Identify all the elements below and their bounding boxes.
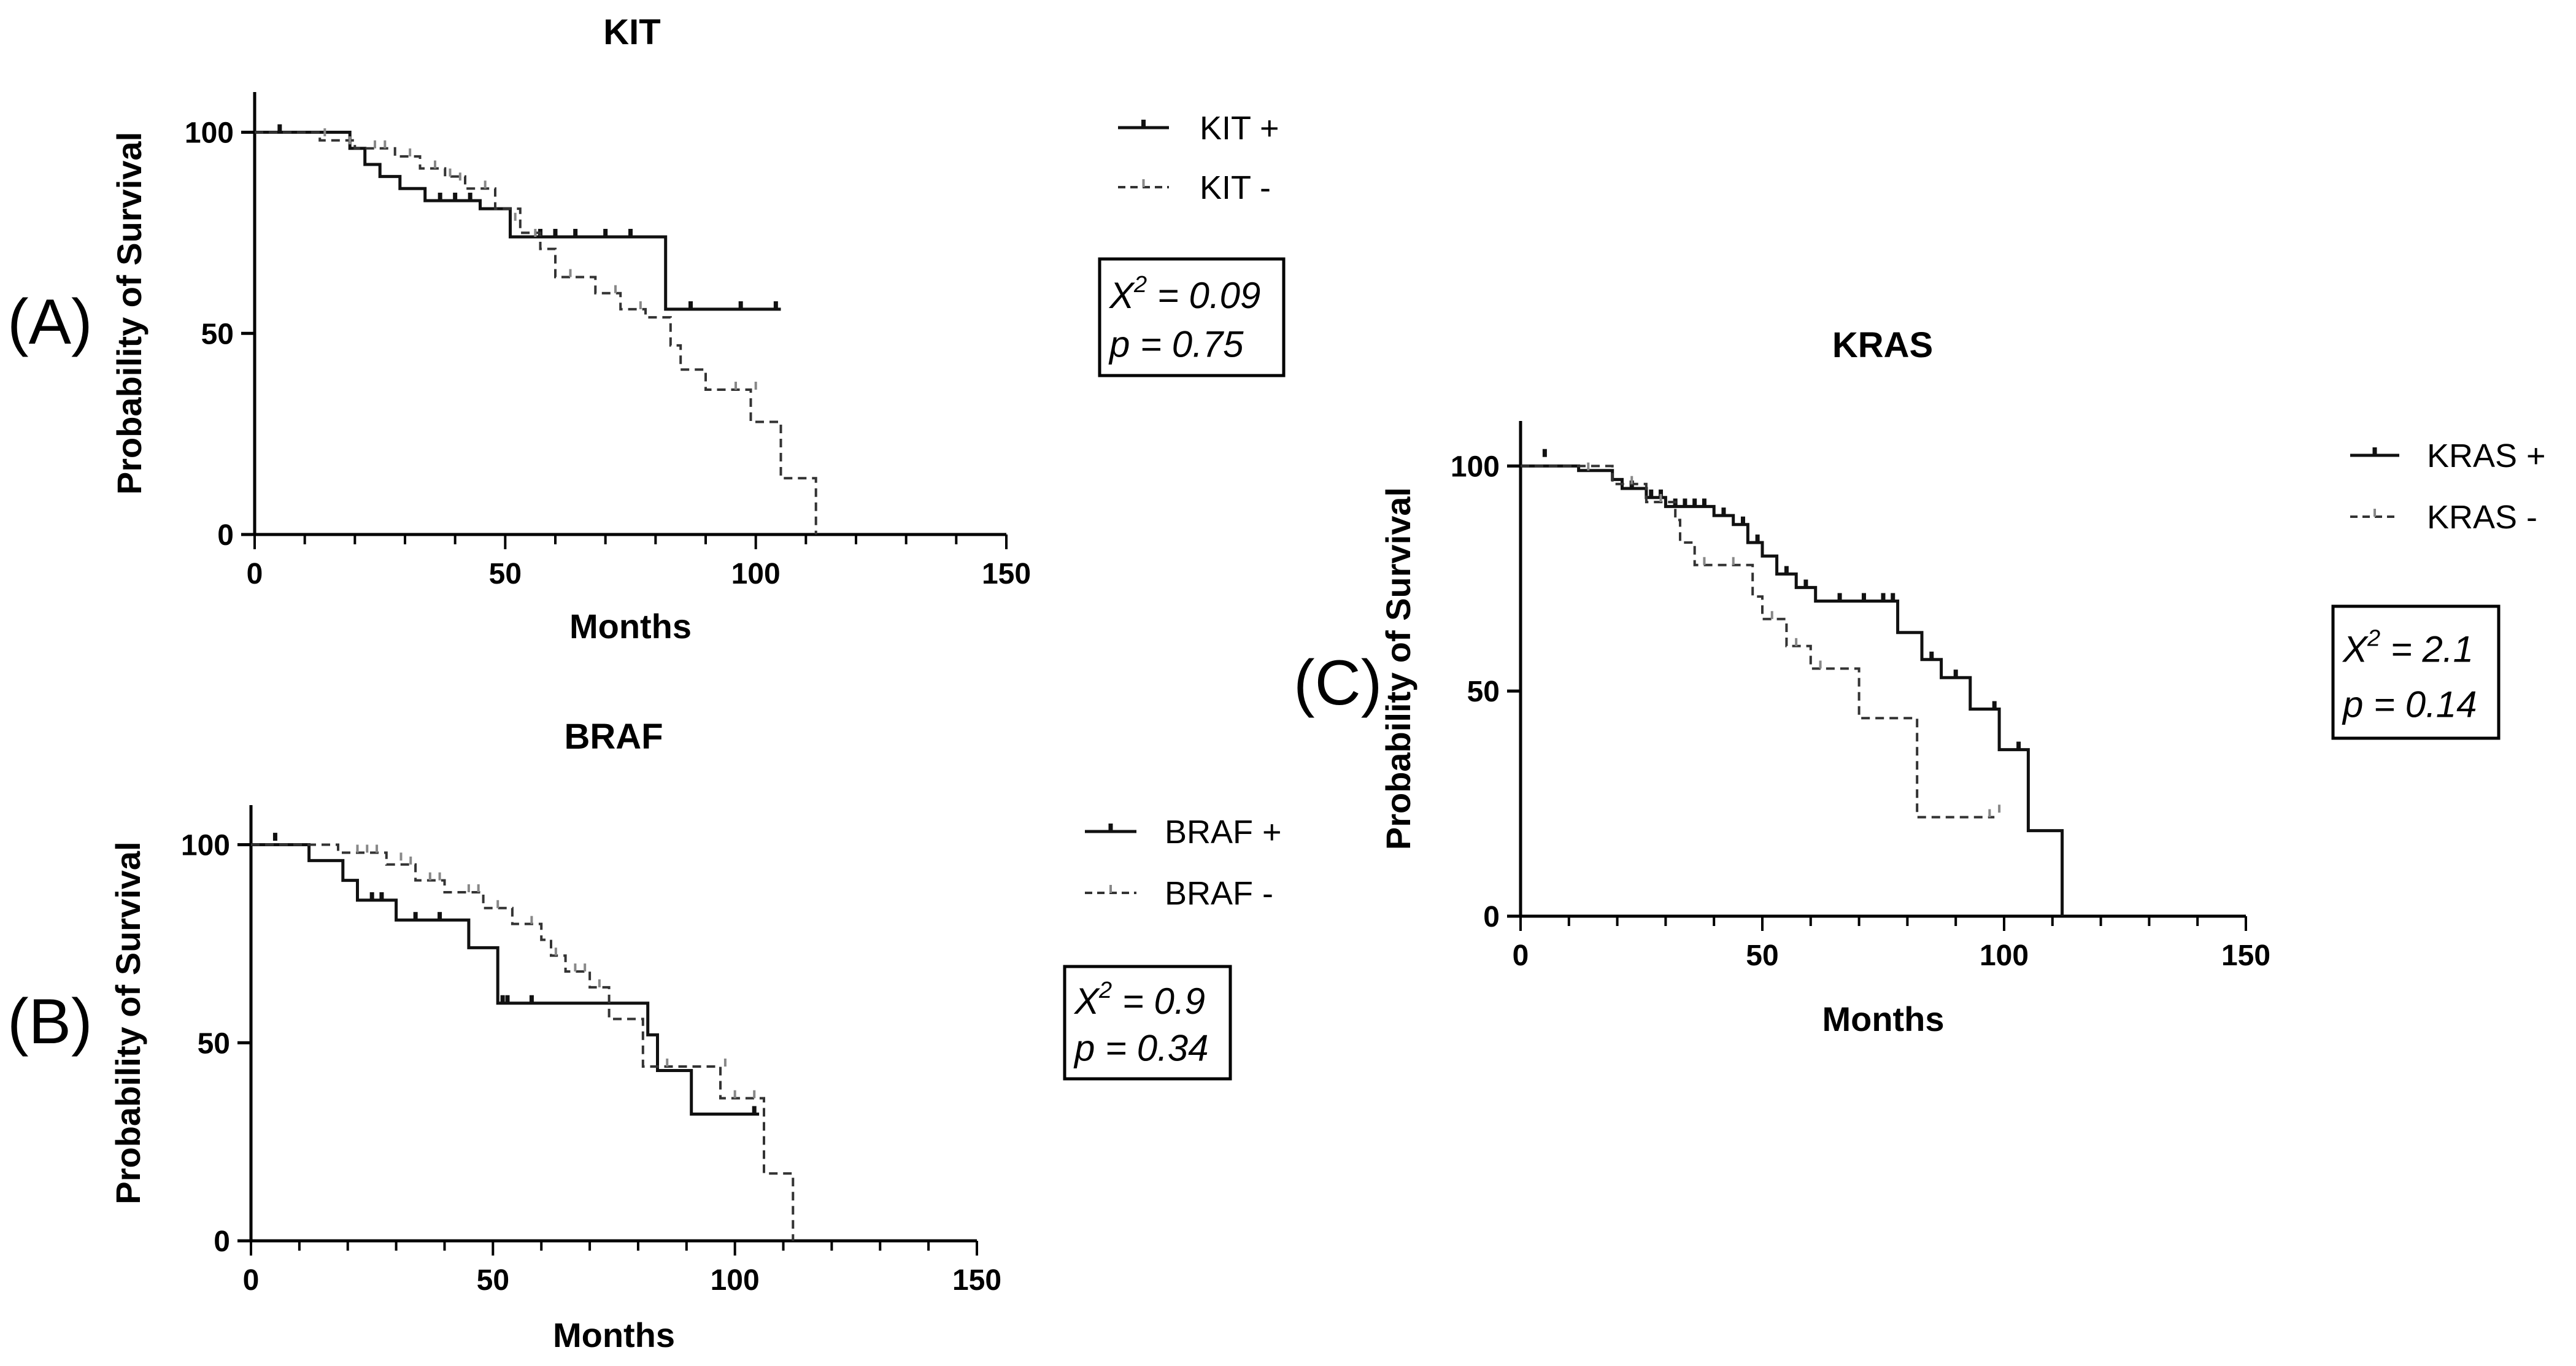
legend-label: KRAS + xyxy=(2427,438,2546,474)
survival-curve xyxy=(251,843,760,1116)
legend: KRAS + KRAS - xyxy=(2350,438,2546,536)
survival-curve xyxy=(251,843,795,1241)
chi-square-text: X2 = 2.1 xyxy=(2342,625,2474,669)
legend-label: BRAF - xyxy=(1165,875,1273,912)
y-axis-label: Probability of Survival xyxy=(109,841,147,1204)
y-tick-label: 0 xyxy=(217,519,234,552)
stats-frame xyxy=(1098,257,1286,377)
chart-title: KIT xyxy=(603,12,660,52)
x-tick-label: 100 xyxy=(731,558,781,590)
x-tick-label: 50 xyxy=(489,558,522,590)
chi-square-superscript: 2 xyxy=(1133,272,1147,298)
y-axis-label: Probability of Survival xyxy=(1379,487,1417,850)
p-value-text: p = 0.75 xyxy=(1108,324,1244,365)
series-braf xyxy=(251,843,795,1241)
series-kras xyxy=(1521,449,2064,916)
y-tick-label: 0 xyxy=(214,1225,230,1258)
chi-square-superscript: 2 xyxy=(1098,978,1112,1003)
chi-square-text: X2 = 0.09 xyxy=(1108,272,1260,316)
y-tick-label: 50 xyxy=(201,318,234,350)
chi-square-value: = 0.9 xyxy=(1112,981,1205,1022)
legend-label: KIT + xyxy=(1200,110,1279,147)
stats-box: X2 = 0.9 p = 0.34 xyxy=(1063,965,1232,1081)
panel-label: (C) xyxy=(1294,647,1382,719)
chi-square-symbol: X xyxy=(1073,981,1100,1022)
panel-braf: BRAF (B) 0 50 100 0 50 100 150 Months Probability … xyxy=(7,717,1282,1354)
stats-frame xyxy=(1063,965,1232,1081)
survival-curve xyxy=(1521,465,1995,819)
panel-label: (B) xyxy=(7,986,93,1057)
x-tick-label: 100 xyxy=(1980,940,2029,972)
stats-box: X2 = 2.1 p = 0.14 xyxy=(2331,604,2501,740)
panel-label: (A) xyxy=(7,287,93,358)
chi-square-value: = 2.1 xyxy=(2380,628,2474,669)
chi-square-symbol: X xyxy=(2342,628,2369,669)
series-braf xyxy=(251,833,760,1116)
x-tick-label: 150 xyxy=(2221,940,2270,972)
series-kit xyxy=(255,124,781,311)
x-tick-label: 0 xyxy=(1513,940,1529,972)
series-kit xyxy=(255,128,817,534)
p-value-text: p = 0.34 xyxy=(1073,1028,1209,1069)
stats-frame xyxy=(2331,604,2501,740)
legend: KIT + KIT - xyxy=(1118,110,1279,206)
x-tick-label: 100 xyxy=(711,1264,760,1297)
x-axis-label: Months xyxy=(1822,1000,1944,1038)
y-tick-label: 100 xyxy=(185,117,234,150)
chi-square-symbol: X xyxy=(1108,275,1135,316)
y-tick-label: 0 xyxy=(1483,901,1500,933)
y-tick-label: 100 xyxy=(181,830,230,862)
chi-square-superscript: 2 xyxy=(2367,625,2380,651)
panel-kras: KRAS (C) 0 50 100 0 50 100 150 Months Probability … xyxy=(1294,325,2546,1038)
chi-square-text: X2 = 0.9 xyxy=(1073,978,1205,1022)
x-tick-label: 50 xyxy=(1746,940,1778,972)
y-axis-label: Probability of Survival xyxy=(110,132,148,495)
x-tick-label: 50 xyxy=(477,1264,509,1297)
panel-kit: KIT (A) 0 50 100 0 50 100 150 Months Probability o… xyxy=(7,12,1286,646)
legend-label: BRAF + xyxy=(1165,814,1282,851)
chart-title: KRAS xyxy=(1832,325,1933,365)
legend-label: KIT - xyxy=(1200,169,1271,206)
survival-curve xyxy=(255,131,817,534)
legend-label: KRAS - xyxy=(2427,499,2537,536)
x-tick-label: 150 xyxy=(982,558,1031,590)
y-tick-label: 50 xyxy=(198,1027,230,1060)
chi-square-value: = 0.09 xyxy=(1147,275,1260,316)
stats-box: X2 = 0.09 p = 0.75 xyxy=(1098,257,1286,377)
x-axis-label: Months xyxy=(569,607,692,646)
y-tick-label: 100 xyxy=(1451,450,1500,483)
p-value-text: p = 0.14 xyxy=(2342,684,2477,725)
x-tick-label: 150 xyxy=(952,1264,1001,1297)
survival-curve xyxy=(1521,464,2064,916)
x-axis-label: Months xyxy=(553,1316,675,1354)
chart-title: BRAF xyxy=(564,717,663,757)
x-tick-label: 0 xyxy=(243,1264,260,1297)
series-kras xyxy=(1521,462,2001,819)
legend: BRAF + BRAF - xyxy=(1085,814,1282,912)
y-tick-label: 50 xyxy=(1467,676,1500,708)
x-tick-label: 0 xyxy=(247,558,263,590)
survival-curve xyxy=(255,131,781,311)
